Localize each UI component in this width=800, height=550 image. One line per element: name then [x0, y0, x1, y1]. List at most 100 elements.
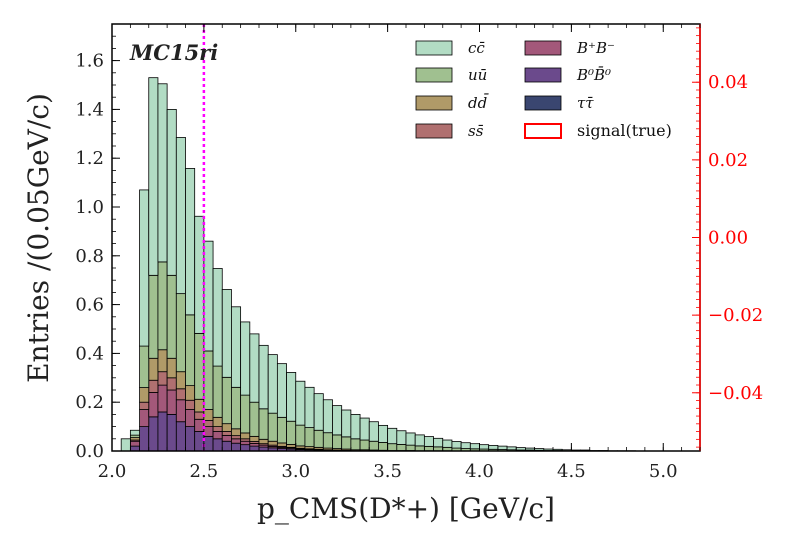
bar-B+B--1: [129, 440, 140, 447]
legend-label: cc̄: [468, 39, 485, 57]
bar-ddbar-5: [166, 357, 177, 379]
bar-ddbar-13: [240, 432, 251, 440]
bar-B0B0bar-5: [166, 413, 177, 452]
bar-ssbar-2: [139, 401, 150, 410]
x-tick-label: 4.5: [557, 461, 586, 482]
legend-swatch: [524, 95, 562, 111]
bar-ddbar-17: [276, 442, 287, 447]
bar-B0B0bar-13: [240, 444, 251, 452]
bar-B0B0bar-9: [203, 435, 214, 452]
bar-uubar-32: [414, 445, 425, 452]
legend-item-ccbar: cc̄: [415, 39, 485, 57]
bar-ccbar-30: [396, 430, 407, 445]
bar-ccbar-17: [276, 363, 287, 418]
legend-label: B⁺B⁻: [576, 39, 615, 57]
bar-uubar-23: [332, 434, 343, 449]
bar-ccbar-19: [295, 380, 306, 426]
legend-label: ss̄: [468, 122, 484, 140]
bar-ccbar-37: [460, 442, 471, 449]
legend-item-uubar: uū: [415, 66, 487, 84]
bar-uubar-28: [378, 442, 389, 451]
legend-swatch: [415, 40, 453, 56]
bar-ssbar-11: [221, 431, 232, 436]
bar-ddbar-6: [175, 371, 186, 390]
y-tick-label: 0.0: [75, 441, 104, 462]
bar-uubar-25: [350, 438, 361, 451]
bar-B0B0bar-12: [231, 442, 242, 452]
bar-ccbar-9: [203, 240, 214, 352]
bar-ssbar-10: [212, 426, 223, 432]
bar-ccbar-4: [157, 83, 168, 263]
y2-tick-label: 0.04: [708, 72, 748, 93]
bar-ccbar-21: [313, 393, 324, 431]
bar-B+B--4: [157, 384, 168, 413]
bar-B0B0bar-10: [212, 438, 223, 452]
x-tick-label: 5.0: [649, 461, 678, 482]
bar-ccbar-40: [488, 444, 499, 450]
bar-ccbar-38: [469, 443, 480, 450]
legend-swatch: [524, 67, 562, 83]
bar-ccbar-12: [231, 306, 242, 388]
y2-tick-label: −0.04: [708, 383, 763, 404]
bar-ddbar-10: [212, 416, 223, 428]
bar-ddbar-14: [249, 435, 260, 442]
bar-B+B--11: [221, 434, 232, 442]
bar-ssbar-7: [185, 399, 196, 410]
bar-uubar-7: [185, 314, 196, 387]
legend-label: ττ̄: [577, 94, 594, 112]
bar-B0B0bar-11: [221, 440, 232, 452]
y-tick-label: 0.4: [75, 343, 104, 364]
bar-ccbar-31: [405, 432, 416, 446]
bar-ccbar-28: [378, 424, 389, 443]
bar-B0B0bar-2: [139, 426, 150, 452]
bar-B+B--7: [185, 409, 196, 427]
histogram-bars: [120, 77, 637, 452]
y-tick-label: 1.2: [75, 148, 104, 169]
bar-uubar-21: [313, 429, 324, 448]
bar-ddbar-15: [258, 438, 269, 445]
bar-ccbar-33: [423, 436, 434, 447]
bar-ssbar-9: [203, 420, 214, 427]
bar-uubar-27: [368, 440, 379, 451]
y-axis-title: Entries /(0.05GeV/c): [22, 93, 55, 383]
bar-ddbar-7: [185, 385, 196, 401]
bar-B+B--6: [175, 399, 186, 423]
mc-tag: MC15ri: [129, 40, 218, 65]
legend-swatch: [415, 67, 453, 83]
bar-ccbar-10: [212, 268, 223, 367]
x-tick-label: 4.0: [465, 461, 494, 482]
bar-B+B--5: [166, 389, 177, 415]
bar-uubar-2: [139, 345, 150, 388]
bar-ccbar-34: [433, 437, 444, 448]
bar-ccbar-20: [304, 386, 315, 428]
bar-ccbar-32: [414, 434, 425, 447]
bar-ccbar-29: [387, 427, 398, 445]
bar-uubar-12: [231, 386, 242, 430]
y2-tick-label: 0.00: [708, 228, 748, 249]
bar-ssbar-5: [166, 377, 177, 391]
bar-ccbar-44: [525, 447, 536, 451]
bar-B0B0bar-6: [175, 421, 186, 452]
bar-B+B--9: [203, 426, 214, 437]
y2-tick-label: −0.02: [708, 305, 763, 326]
bar-uubar-10: [212, 365, 223, 418]
bar-B+B--13: [240, 440, 251, 446]
bar-ddbar-2: [139, 387, 150, 403]
bar-ccbar-6: [175, 137, 186, 295]
bar-uubar-9: [203, 350, 214, 410]
series-ccbar: [120, 77, 637, 452]
y-tick-label: 0.8: [75, 246, 104, 267]
x-axis-ticks: 2.0 2.5 3.0 3.5 4.0 4.5 5.0: [98, 24, 701, 482]
bar-ccbar-16: [267, 354, 278, 414]
legend-label: dd̄: [468, 94, 489, 112]
bar-ccbar-11: [221, 289, 232, 378]
y-tick-label: 1.6: [75, 51, 104, 72]
legend-label: B⁰B̄⁰: [576, 66, 611, 84]
bar-B0B0bar-8: [194, 431, 205, 452]
bar-uubar-16: [267, 412, 278, 442]
bar-ccbar-3: [148, 77, 159, 276]
bar-ccbar-22: [322, 399, 333, 434]
bar-uubar-33: [423, 445, 434, 452]
bar-B+B--2: [139, 409, 150, 427]
bar-uubar-15: [258, 408, 269, 440]
